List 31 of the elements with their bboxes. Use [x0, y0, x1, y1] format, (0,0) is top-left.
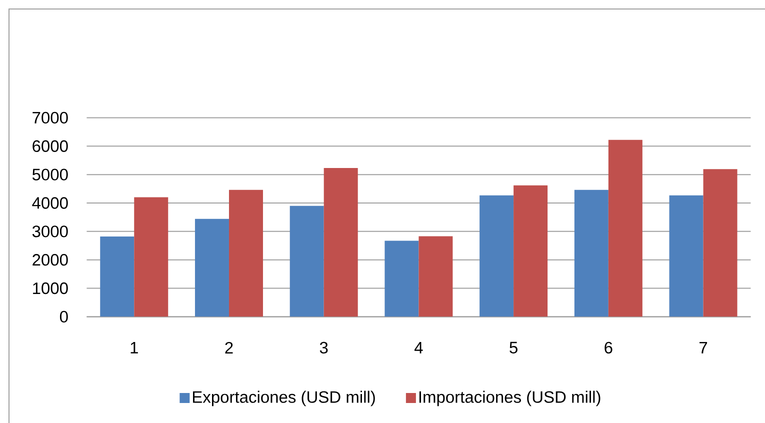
bar — [194, 218, 229, 317]
bar — [418, 236, 453, 317]
bar — [514, 185, 548, 317]
x-tick-label: 2 — [225, 342, 233, 354]
bar — [324, 168, 358, 317]
bar — [480, 195, 514, 317]
x-tick-label: 7 — [700, 342, 708, 354]
y-tick-label: 1000 — [33, 282, 68, 294]
x-tick-label: 6 — [604, 342, 612, 354]
x-tick-label: 4 — [414, 342, 423, 354]
x-tick-label: 1 — [130, 342, 138, 354]
y-tick-label: 6000 — [32, 140, 68, 152]
y-tick-label: 7000 — [32, 112, 68, 124]
bar — [228, 190, 263, 317]
bar — [290, 206, 324, 317]
x-tick-label: 5 — [510, 342, 518, 354]
x-tick-label: 3 — [320, 342, 328, 354]
bar — [669, 195, 704, 317]
legend-label: Exportaciones (USD mill) — [193, 390, 375, 406]
bar — [384, 240, 419, 317]
y-tick-label: 2000 — [32, 254, 68, 266]
bar — [100, 236, 134, 317]
bar — [574, 190, 608, 317]
bar — [608, 140, 642, 317]
y-tick-label: 0 — [60, 310, 68, 323]
bar — [703, 169, 738, 317]
legend-label: Importaciones (USD mill) — [419, 390, 600, 406]
y-tick-label: 3000 — [32, 226, 68, 238]
bar — [134, 197, 168, 317]
y-tick-label: 4000 — [32, 197, 68, 209]
y-tick-label: 5000 — [32, 168, 68, 180]
